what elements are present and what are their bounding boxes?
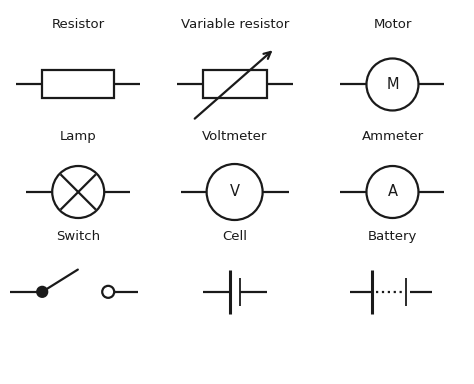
Text: Switch: Switch xyxy=(56,230,100,243)
Circle shape xyxy=(37,287,47,297)
Text: Lamp: Lamp xyxy=(60,130,97,143)
Text: V: V xyxy=(229,184,240,200)
Bar xyxy=(42,71,114,98)
Text: Resistor: Resistor xyxy=(52,18,105,31)
Text: A: A xyxy=(387,184,398,200)
Bar xyxy=(202,71,267,98)
Text: Variable resistor: Variable resistor xyxy=(181,18,289,31)
Text: Ammeter: Ammeter xyxy=(361,130,424,143)
Text: Cell: Cell xyxy=(222,230,247,243)
Text: Motor: Motor xyxy=(374,18,411,31)
Text: Battery: Battery xyxy=(368,230,417,243)
Text: M: M xyxy=(386,77,399,92)
Text: Voltmeter: Voltmeter xyxy=(202,130,267,143)
